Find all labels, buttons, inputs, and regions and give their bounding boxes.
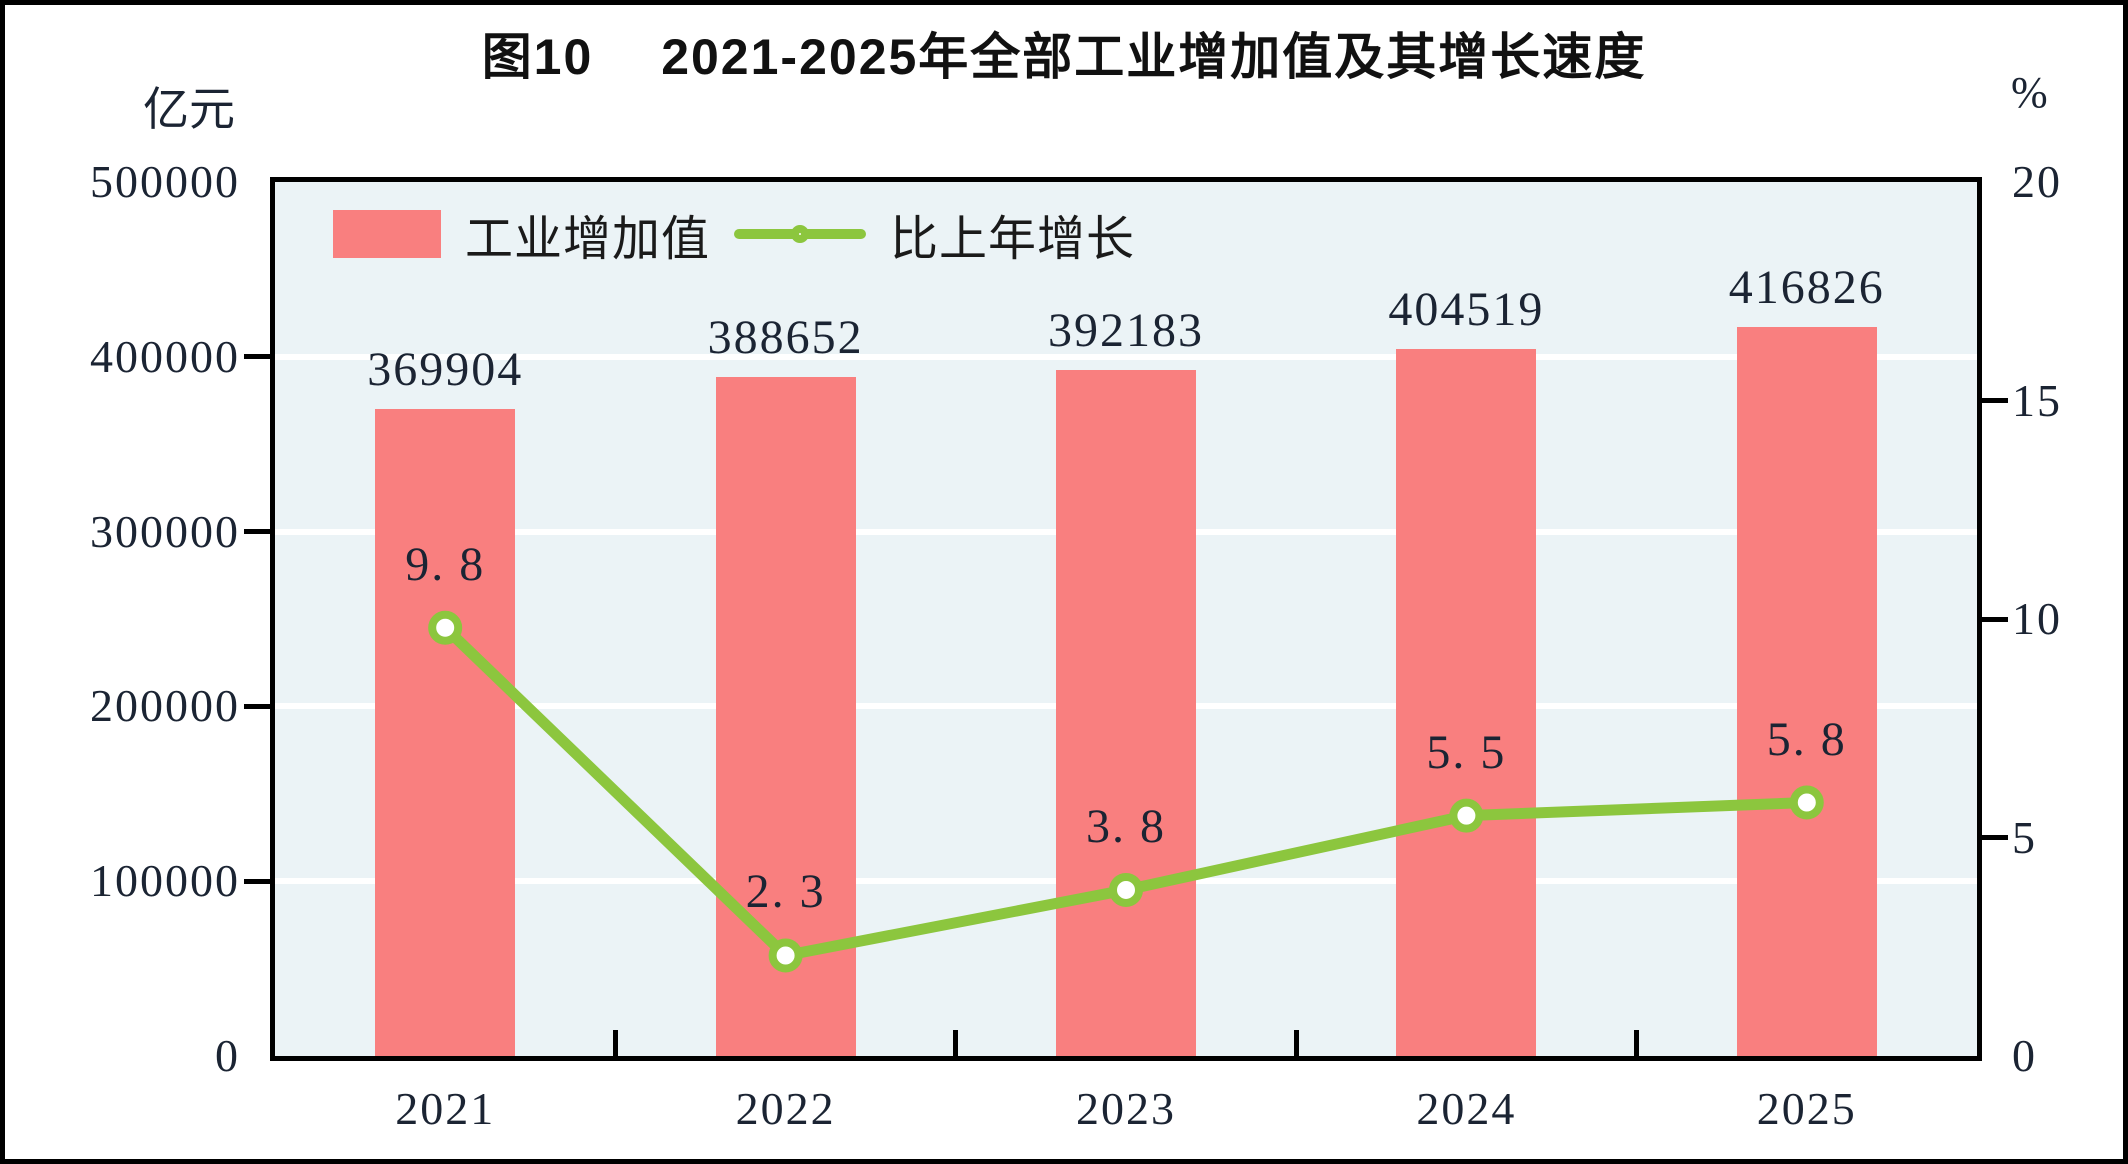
x-axis-tick-mark — [1293, 1030, 1299, 1056]
chart-title: 图10 2021-2025年全部工业增加值及其增长速度 — [481, 29, 1647, 85]
growth-marker-2021 — [428, 610, 463, 645]
right-axis-tick-label-15: 15 — [2012, 374, 2062, 426]
x-axis-label-2024: 2024 — [1416, 1083, 1517, 1134]
right-axis-tick-label-20: 20 — [2012, 156, 2062, 207]
legend-line-marker-icon — [791, 225, 810, 243]
legend-bar-swatch — [333, 210, 441, 258]
right-axis-tick-label-0: 0 — [2012, 1030, 2037, 1081]
x-axis-label-2023: 2023 — [1076, 1083, 1176, 1134]
x-axis-tick-mark — [612, 1030, 618, 1056]
right-axis-tick-mark — [1982, 616, 2008, 622]
bar-value-label-2023: 392183 — [1048, 304, 1204, 358]
bar-value-label-2025: 416826 — [1728, 261, 1885, 315]
gridline — [275, 353, 1977, 360]
bar-value-label-2024: 404519 — [1388, 282, 1545, 336]
growth-marker-2023 — [1109, 872, 1143, 907]
x-axis-label-2025: 2025 — [1756, 1083, 1857, 1134]
legend-bar-label: 工业增加值 — [465, 213, 711, 266]
growth-value-label-2025: 5. 8 — [1766, 712, 1847, 766]
growth-value-label-2024: 5. 5 — [1426, 725, 1507, 779]
left-axis-tick-mark — [244, 354, 270, 360]
left-axis-tick-label-100000: 100000 — [90, 855, 240, 907]
right-axis-tick-label-10: 10 — [2012, 593, 2062, 644]
bar-2025 — [1736, 327, 1877, 1056]
x-axis-tick-mark — [1634, 1030, 1640, 1056]
growth-value-label-2023: 3. 8 — [1086, 799, 1166, 853]
x-axis-tick-mark — [953, 1030, 959, 1056]
bar-value-label-2022: 388652 — [707, 310, 864, 364]
bar-value-label-2021: 369904 — [367, 343, 524, 397]
right-axis-tick-mark — [1982, 835, 2008, 840]
bar-2023 — [1056, 370, 1196, 1056]
left-axis-tick-label-0: 0 — [215, 1030, 240, 1081]
x-axis-label-2021: 2021 — [395, 1083, 496, 1134]
left-axis-tick-label-200000: 200000 — [90, 680, 240, 732]
right-axis-tick-mark — [1982, 398, 2008, 403]
growth-line-svg — [428, 610, 1824, 973]
left-axis-tick-label-400000: 400000 — [90, 330, 240, 382]
x-axis-label-2022: 2022 — [735, 1083, 836, 1134]
growth-value-label-2022: 2. 3 — [745, 865, 826, 919]
plot-area: 工业增加值 比上年增长 369904 388652 392183 404519 4168… — [270, 177, 1982, 1061]
legend-line-sample — [734, 216, 867, 252]
plot-wrap: 工业增加值 比上年增长 369904 388652 392183 404519 4168… — [90, 156, 2060, 1134]
legend-line-label: 比上年增长 — [890, 213, 1136, 266]
left-axis-tick-mark — [244, 703, 270, 709]
left-axis-unit: 亿元 — [143, 83, 235, 135]
legend: 工业增加值 比上年增长 — [333, 204, 1135, 266]
growth-marker-2022 — [768, 938, 803, 973]
right-axis-tick-label-5: 5 — [2012, 811, 2037, 863]
left-axis-tick-mark — [244, 878, 270, 884]
growth-value-label-2021: 9. 8 — [405, 537, 486, 591]
growth-marker-2024 — [1449, 798, 1484, 833]
right-axis-unit: % — [2011, 68, 2048, 117]
left-axis-tick-mark — [244, 529, 270, 535]
left-axis-tick-label-300000: 300000 — [90, 505, 240, 557]
growth-marker-2025 — [1789, 785, 1824, 820]
left-axis-tick-label-500000: 500000 — [90, 156, 240, 207]
bar-2024 — [1396, 348, 1537, 1056]
bar-2021 — [375, 409, 516, 1056]
